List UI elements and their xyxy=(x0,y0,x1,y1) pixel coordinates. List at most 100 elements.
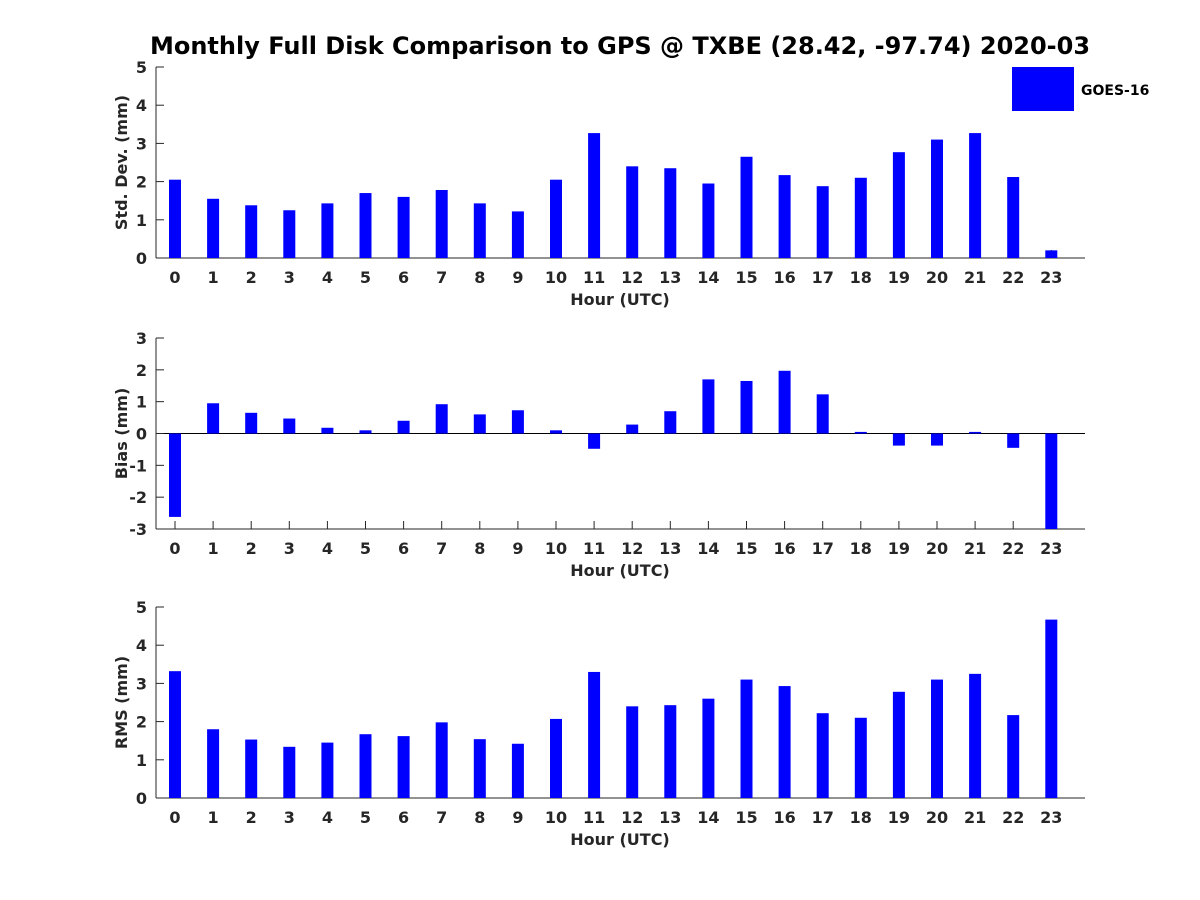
std-x-tick-label: 6 xyxy=(398,268,409,287)
std-bar-hour-3 xyxy=(283,210,296,258)
std-x-tick-label: 4 xyxy=(322,268,333,287)
std-y-tick-label: 2 xyxy=(136,173,147,192)
bias-y-tick-label: 1 xyxy=(136,393,147,412)
rms-x-tick-label: 11 xyxy=(583,808,605,827)
rms-bar-hour-11 xyxy=(588,671,601,798)
std-x-tick-label: 9 xyxy=(512,268,523,287)
bias-x-tick-label: 16 xyxy=(773,539,795,558)
rms-x-tick-label: 23 xyxy=(1040,808,1062,827)
std-bar-hour-10 xyxy=(550,179,562,258)
std-x-tick-label: 18 xyxy=(850,268,872,287)
bias-bar-hour-21 xyxy=(969,431,982,434)
rms-bar-hour-21 xyxy=(969,673,982,798)
bias-bar-hour-19 xyxy=(892,433,905,446)
bias-bar-hour-11 xyxy=(588,433,601,449)
bias-bar-hour-5 xyxy=(359,430,372,434)
rms-bar-hour-13 xyxy=(664,705,677,798)
rms-bar-hour-18 xyxy=(854,717,867,798)
std-x-tick-label: 20 xyxy=(926,268,948,287)
bias-bar-hour-13 xyxy=(664,411,677,434)
std-bar-hour-6 xyxy=(397,196,410,258)
bias-x-tick-label: 15 xyxy=(735,539,757,558)
std-bar-hour-16 xyxy=(778,175,791,258)
std-bar-hour-18 xyxy=(854,177,867,258)
bias-x-tick-label: 8 xyxy=(474,539,485,558)
legend-label: GOES-16 xyxy=(1081,83,1149,99)
bias-x-tick-label: 1 xyxy=(208,539,219,558)
std-x-tick-label: 17 xyxy=(812,268,834,287)
bias-x-tick-label: 18 xyxy=(850,539,872,558)
std-bar-hour-15 xyxy=(740,156,753,258)
std-x-tick-label: 8 xyxy=(474,268,485,287)
rms-y-tick-label: 3 xyxy=(136,674,147,693)
bias-x-tick-label: 4 xyxy=(322,539,333,558)
bias-bar-hour-17 xyxy=(816,394,829,434)
std-x-tick-label: 12 xyxy=(621,268,643,287)
rms-bar-hour-9 xyxy=(511,743,524,798)
rms-bar-hour-8 xyxy=(473,739,486,798)
bias-x-tick-label: 20 xyxy=(926,539,948,558)
std-x-tick-label: 2 xyxy=(246,268,257,287)
bias-bar-hour-10 xyxy=(550,430,562,434)
std-bar-hour-23 xyxy=(1045,250,1058,258)
rms-bar-hour-2 xyxy=(245,739,258,798)
rms-x-tick-label: 5 xyxy=(360,808,371,827)
std-x-tick-label: 0 xyxy=(169,268,180,287)
std-x-tick-label: 23 xyxy=(1040,268,1062,287)
rms-x-tick-label: 9 xyxy=(512,808,523,827)
std-bar-hour-12 xyxy=(626,166,639,258)
std-bar-hour-8 xyxy=(473,203,486,258)
legend: GOES-16 xyxy=(1012,67,1149,111)
rms-bar-hour-12 xyxy=(626,706,639,798)
std-y-tick-label: 3 xyxy=(136,134,147,153)
rms-x-tick-label: 20 xyxy=(926,808,948,827)
std-bar-hour-1 xyxy=(207,198,220,258)
std-bar-hour-11 xyxy=(588,133,601,258)
rms-x-tick-label: 8 xyxy=(474,808,485,827)
bias-x-tick-label: 10 xyxy=(545,539,567,558)
std-bar-hour-22 xyxy=(1007,177,1020,258)
rms-x-tick-label: 21 xyxy=(964,808,986,827)
rms-x-tick-label: 10 xyxy=(545,808,567,827)
rms-x-tick-label: 3 xyxy=(284,808,295,827)
rms-x-tick-label: 7 xyxy=(436,808,447,827)
bias-y-tick-label: 2 xyxy=(136,361,147,380)
rms-bar-hour-16 xyxy=(778,686,791,798)
bias-y-tick-label: 3 xyxy=(136,329,147,348)
rms-x-tick-label: 22 xyxy=(1002,808,1024,827)
rms-y-label: RMS (mm) xyxy=(112,656,131,749)
rms-x-tick-label: 2 xyxy=(246,808,257,827)
std-bar-hour-13 xyxy=(664,168,677,258)
rms-bar-hour-23 xyxy=(1045,619,1058,798)
std-x-tick-label: 21 xyxy=(964,268,986,287)
bias-x-tick-label: 3 xyxy=(284,539,295,558)
std-y-tick-label: 0 xyxy=(136,249,147,268)
bias-x-tick-label: 5 xyxy=(360,539,371,558)
bias-bar-hour-14 xyxy=(702,379,715,434)
std-bar-hour-2 xyxy=(245,205,258,258)
bias-bar-hour-7 xyxy=(435,404,448,434)
bias-y-tick-label: -3 xyxy=(129,520,147,539)
rms-bar-hour-7 xyxy=(435,722,448,798)
rms-bar-hour-15 xyxy=(740,679,753,798)
bias-bar-hour-3 xyxy=(283,418,296,434)
legend-swatch xyxy=(1012,67,1074,111)
std-x-tick-label: 19 xyxy=(888,268,910,287)
rms-x-tick-label: 15 xyxy=(735,808,757,827)
std-bar-hour-14 xyxy=(702,183,715,258)
std-x-tick-label: 15 xyxy=(735,268,757,287)
rms-bar-hour-14 xyxy=(702,698,715,798)
bias-x-tick-label: 22 xyxy=(1002,539,1024,558)
rms-bar-hour-1 xyxy=(207,729,220,798)
std-x-tick-label: 10 xyxy=(545,268,567,287)
bias-bar-hour-16 xyxy=(778,370,791,434)
std-y-label: Std. Dev. (mm) xyxy=(112,95,131,230)
bias-x-tick-label: 12 xyxy=(621,539,643,558)
std-bar-hour-5 xyxy=(359,193,372,258)
bias-x-tick-label: 21 xyxy=(964,539,986,558)
bias-bar-hour-4 xyxy=(321,427,334,434)
